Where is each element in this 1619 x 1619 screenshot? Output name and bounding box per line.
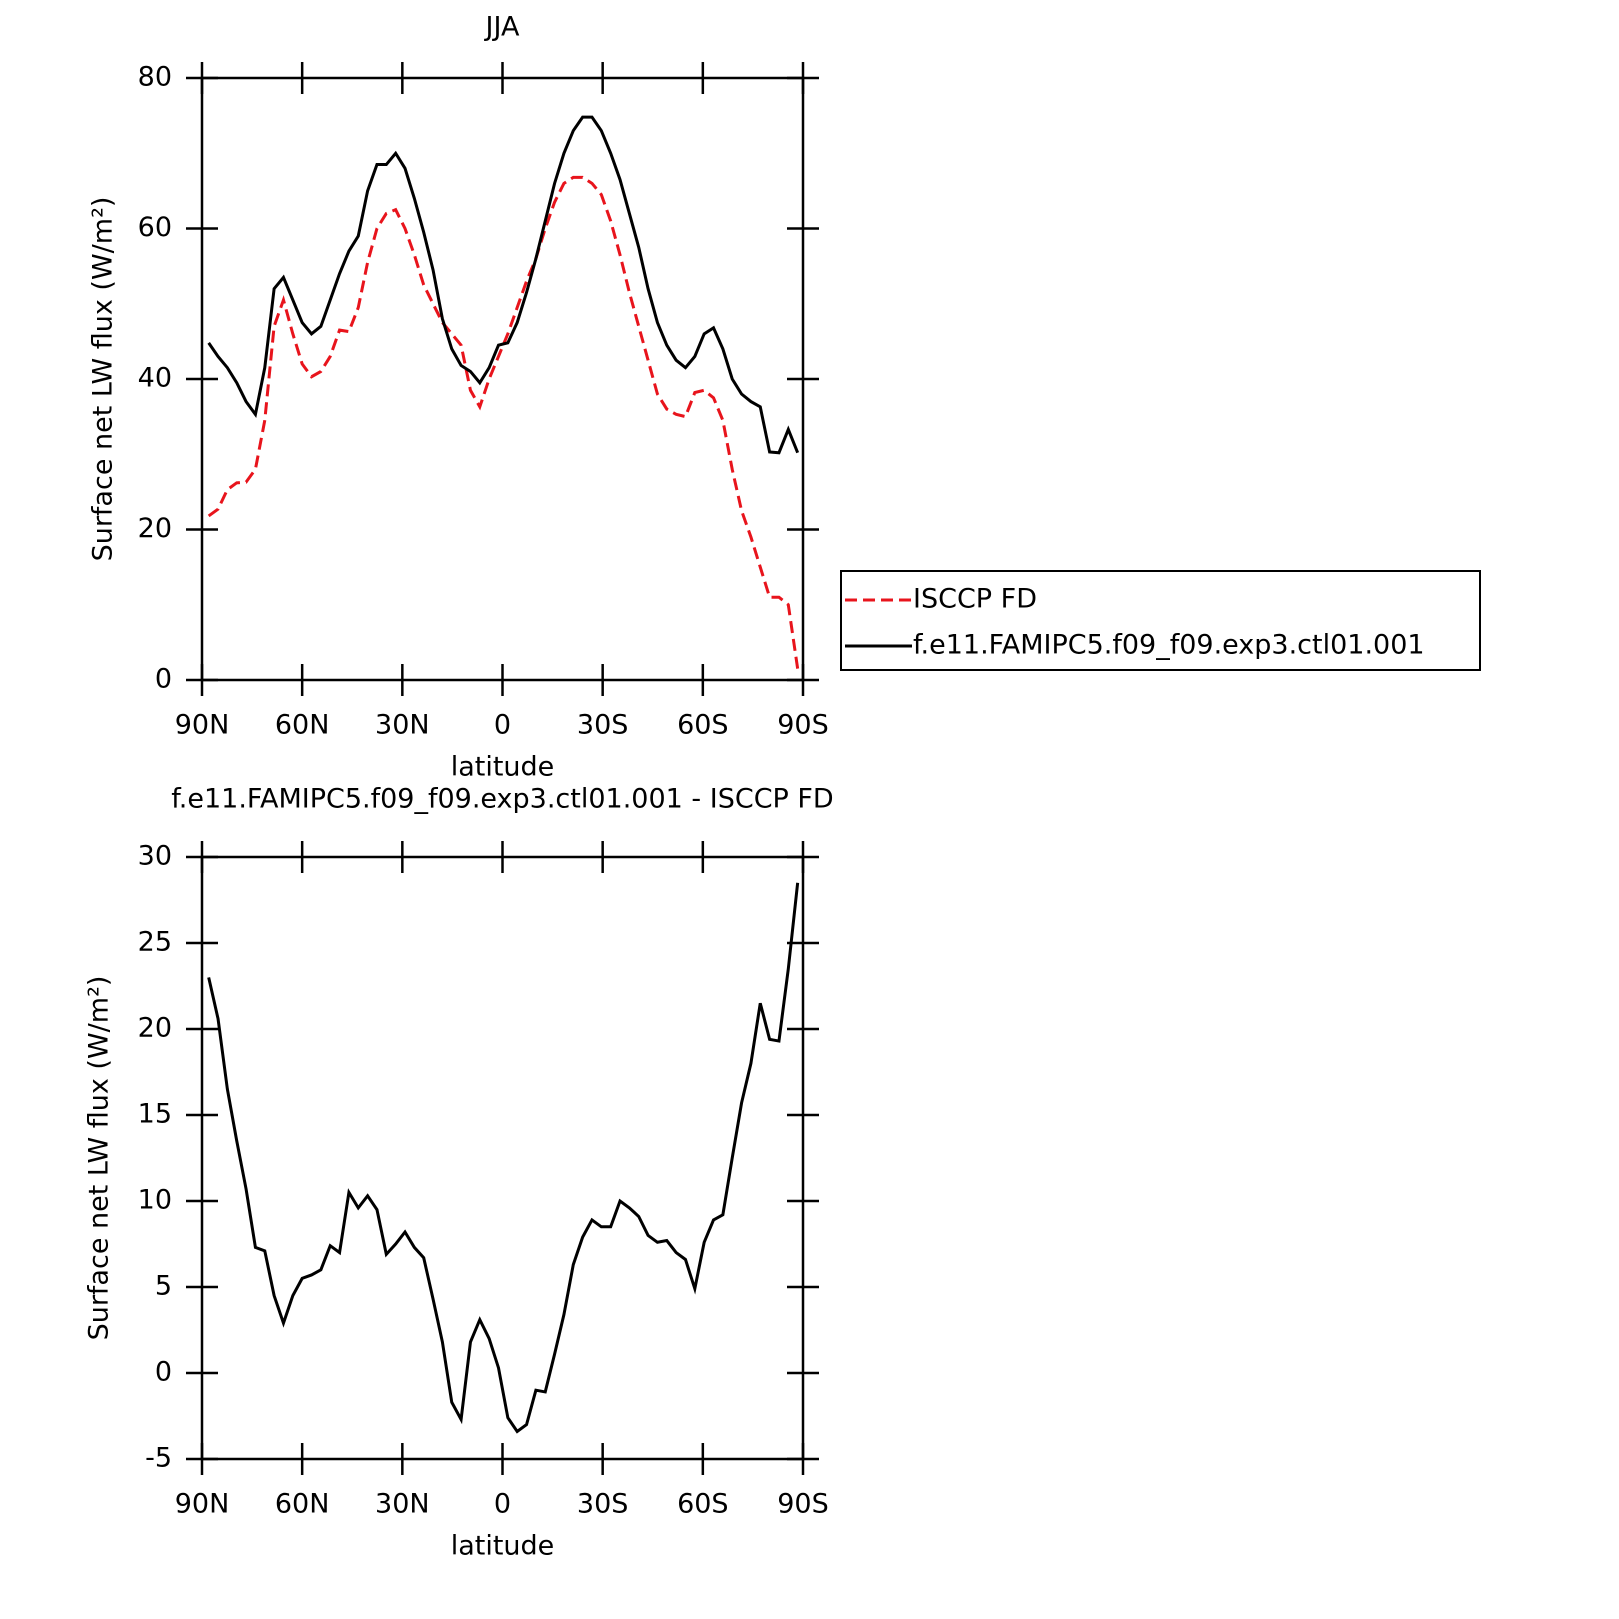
y-tick-label: 15 (138, 1099, 172, 1130)
x-tick-label: 90N (175, 710, 230, 741)
y-tick-label: 80 (138, 62, 172, 93)
x-tick-label: 60S (677, 710, 729, 741)
y-tick-label: 0 (155, 1357, 172, 1388)
y-tick-label: 10 (138, 1185, 172, 1216)
data-line (207, 175, 800, 669)
y-tick-label: 40 (138, 363, 172, 394)
x-tick-label: 60S (677, 1489, 729, 1520)
legend-label: f.e11.FAMIPC5.f09_f09.exp3.ctl01.001 (913, 630, 1425, 661)
chart-title: f.e11.FAMIPC5.f09_f09.exp3.ctl01.001 - I… (171, 784, 833, 815)
y-tick-label: 0 (155, 664, 172, 695)
y-axis-label: Surface net LW flux (W/m²) (88, 197, 119, 562)
x-tick-label: 30S (577, 710, 629, 741)
x-tick-label: 0 (494, 710, 511, 741)
legend-box (840, 570, 1481, 671)
legend-label: ISCCP FD (913, 584, 1037, 615)
y-tick-label: 5 (155, 1271, 172, 1302)
x-tick-label: 30N (375, 1489, 430, 1520)
x-tick-label: 60N (275, 1489, 330, 1520)
x-tick-label: 60N (275, 710, 330, 741)
x-axis-label: latitude (451, 752, 555, 783)
y-tick-label: 20 (138, 1013, 172, 1044)
data-line (207, 882, 800, 1434)
x-tick-label: 30S (577, 1489, 629, 1520)
plot-frame (200, 76, 805, 682)
y-tick-label: 30 (138, 841, 172, 872)
x-tick-label: 0 (494, 1489, 511, 1520)
y-axis-label: Surface net LW flux (W/m²) (84, 976, 115, 1341)
chart-title: JJA (484, 12, 520, 43)
y-tick-label: 60 (138, 212, 172, 243)
y-tick-label: 25 (138, 927, 172, 958)
plot-frame (200, 855, 805, 1461)
x-axis-label: latitude (451, 1531, 555, 1562)
y-tick-label: 20 (138, 513, 172, 544)
x-tick-label: 90N (175, 1489, 230, 1520)
x-tick-label: 90S (777, 1489, 829, 1520)
y-tick-label: -5 (145, 1443, 172, 1474)
x-tick-label: 30N (375, 710, 430, 741)
data-line (207, 115, 800, 455)
x-tick-label: 90S (777, 710, 829, 741)
